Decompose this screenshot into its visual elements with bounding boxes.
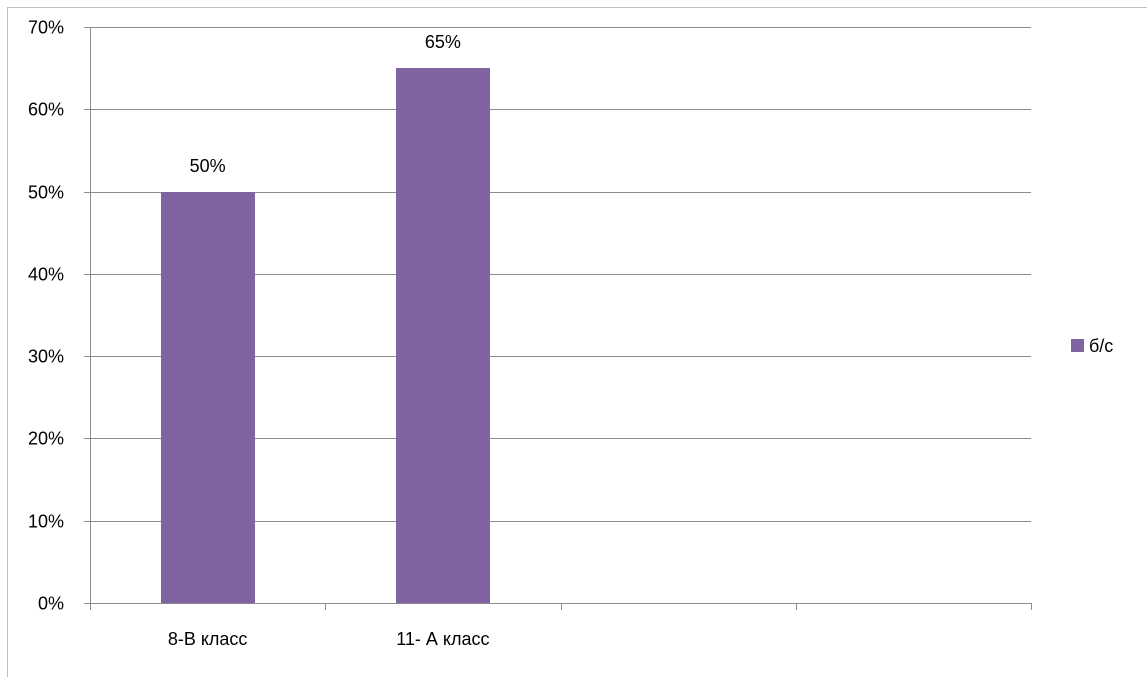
gridlines	[90, 27, 1031, 522]
y-tick-label: 30%	[28, 347, 64, 367]
y-tick-label: 10%	[28, 512, 64, 532]
bars	[161, 68, 490, 603]
bar	[396, 68, 490, 603]
y-tick-label: 40%	[28, 265, 64, 285]
x-tick-label: 8-В класс	[168, 629, 248, 649]
y-tick-label: 50%	[28, 183, 64, 203]
y-tick-label: 0%	[38, 594, 64, 614]
bar	[161, 192, 255, 603]
axes	[84, 27, 1032, 610]
legend: б/с	[1071, 336, 1113, 356]
y-tick-label: 70%	[28, 18, 64, 38]
chart-frame	[7, 7, 1147, 677]
y-tick-labels: 0% 10% 20% 30% 40% 50% 60% 70%	[28, 18, 64, 614]
data-label: 50%	[190, 156, 226, 176]
legend-label: б/с	[1089, 336, 1113, 356]
legend-swatch-icon	[1071, 339, 1084, 352]
data-label: 65%	[425, 32, 461, 52]
data-labels: 50% 65%	[190, 32, 461, 176]
y-tick-label: 20%	[28, 429, 64, 449]
y-tick-label: 60%	[28, 100, 64, 120]
x-tick-label: 11- А класс	[396, 629, 489, 649]
x-tick-labels: 8-В класс 11- А класс	[168, 629, 490, 649]
